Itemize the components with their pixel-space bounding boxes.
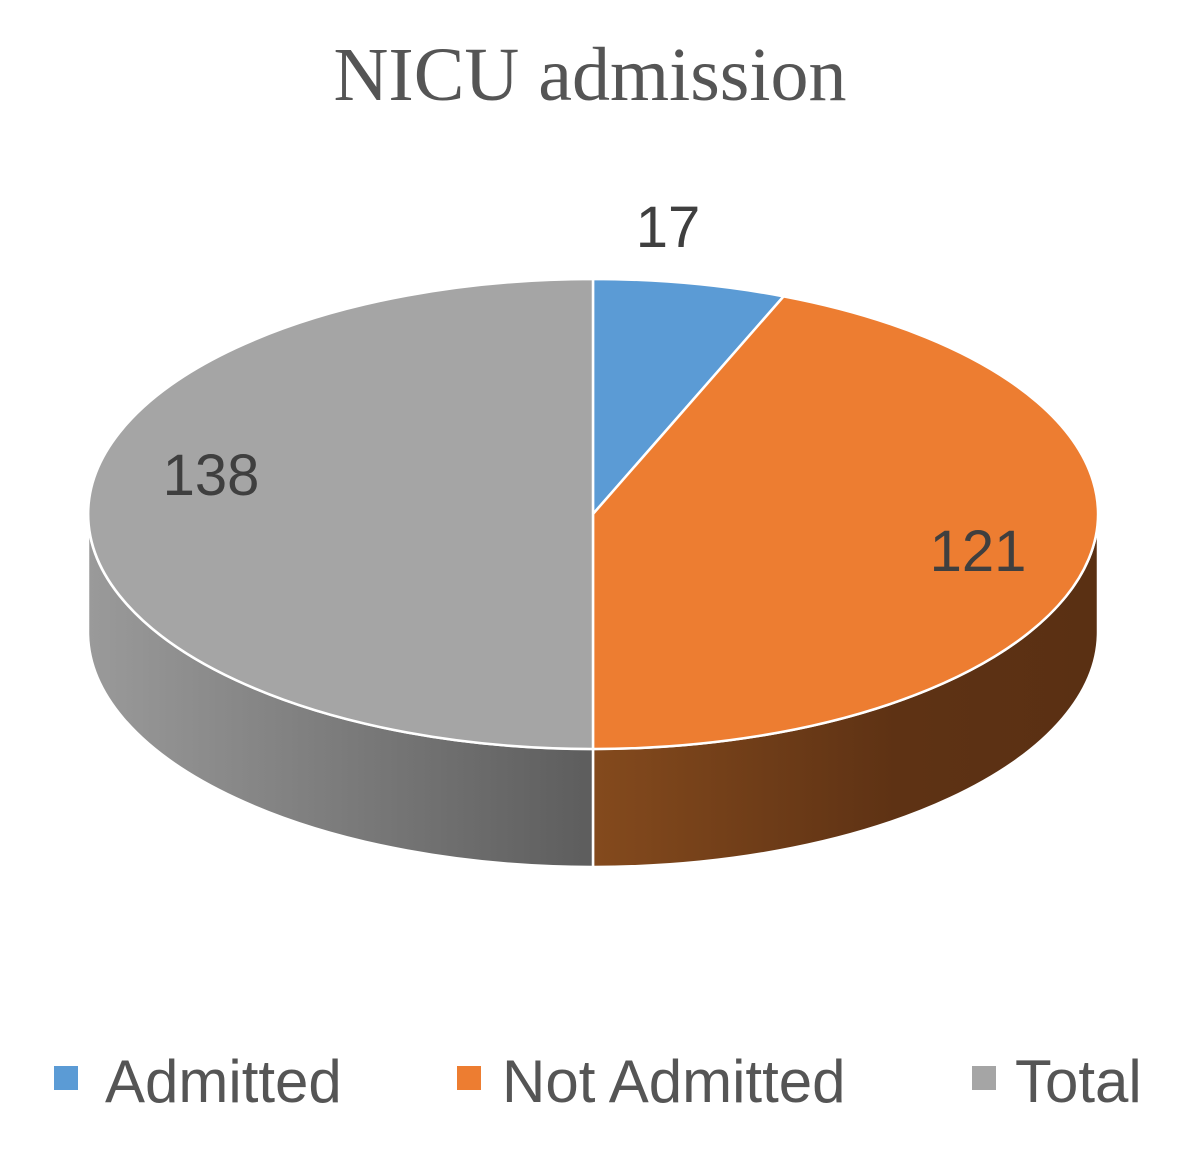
pie-slice-not-admitted — [591, 295, 1100, 751]
pie-slice-total — [86, 277, 595, 751]
legend-marker-0 — [54, 1066, 78, 1090]
pie-slice-admitted — [591, 277, 785, 516]
legend-label-0: Admitted — [105, 1048, 342, 1115]
chart-title: NICU admission — [334, 33, 847, 117]
data-label-1: 121 — [930, 519, 1027, 584]
pie-top — [86, 277, 1100, 751]
legend: Admitted Not Admitted Total — [54, 1048, 1142, 1115]
legend-label-1: Not Admitted — [502, 1048, 846, 1115]
legend-marker-2 — [972, 1066, 996, 1090]
data-label-0: 17 — [636, 195, 701, 260]
data-label-2: 138 — [163, 443, 260, 508]
legend-label-2: Total — [1015, 1048, 1142, 1115]
pie-data-labels: 17 121 138 — [163, 195, 1027, 584]
legend-marker-1 — [457, 1066, 481, 1090]
